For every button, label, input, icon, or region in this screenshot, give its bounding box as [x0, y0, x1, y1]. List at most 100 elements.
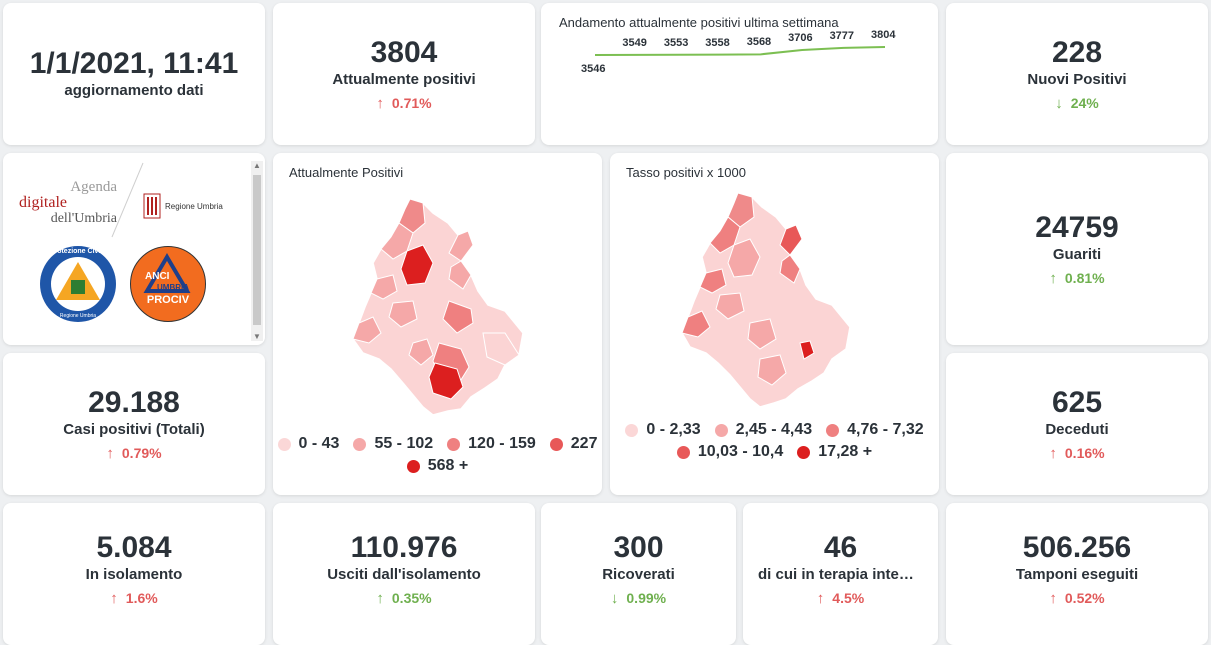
legend-item[interactable]: 55 - 102 [353, 435, 433, 453]
legend-item[interactable]: 568 + [406, 457, 469, 475]
legend-swatch [826, 423, 840, 437]
deceduti-label: Deceduti [1045, 420, 1109, 438]
terapia-change-value: 4.5% [832, 590, 865, 606]
totali-value: 29.188 [88, 385, 180, 419]
deceduti-change-value: 0.16% [1064, 445, 1105, 461]
trend-card: Andamento attualmente positivi ultima se… [541, 3, 938, 145]
usciti-label: Usciti dall'isolamento [327, 565, 481, 583]
prociv-text: PROCIV [146, 294, 190, 306]
legend-item[interactable]: 0 - 43 [277, 435, 339, 453]
legend-item[interactable]: 17,28 + [797, 443, 872, 461]
isolamento-change: ↑ 1.6% [110, 590, 157, 607]
map-positivi-legend: 0 - 43 55 - 102 120 - 159 227 568 + [273, 435, 602, 475]
legend-swatch [447, 437, 461, 451]
protezione-civile-text: Protezione Civile [49, 248, 107, 255]
tamponi-change: ↑ 0.52% [1049, 590, 1104, 607]
agenda-line3: dell'Umbria [50, 211, 117, 226]
deceduti-value: 625 [1051, 385, 1103, 419]
legend-label: 568 + [427, 457, 469, 474]
trend-title: Andamento attualmente positivi ultima se… [559, 15, 839, 30]
guariti-change: ↑ 0.81% [1049, 270, 1104, 287]
guariti-change-value: 0.81% [1064, 270, 1105, 286]
deceduti-card: 625 Deceduti ↑ 0.16% [946, 353, 1208, 495]
scroll-up-icon[interactable]: ▲ [253, 161, 261, 170]
agenda-digitale-logo: Agenda digitale dell'Umbria [17, 179, 117, 227]
legend-label: 10,03 - 10,4 [697, 443, 784, 460]
legend-item[interactable]: 227 [549, 435, 598, 453]
nuovi-value: 228 [1051, 35, 1103, 69]
arrow-up-icon: ↑ [1049, 444, 1057, 462]
trend-value-label: 3777 [829, 29, 855, 42]
map-positivi-card: Attualmente Positivi 0 - 43 55 - 102 120 -… [273, 153, 602, 495]
legend-swatch [277, 437, 291, 451]
arrow-up-icon: ↑ [376, 94, 384, 112]
protezione-civile-logo: Protezione Civile Regione Umbria [40, 246, 116, 322]
trend-value-label: 3558 [705, 36, 730, 49]
legend-swatch [714, 423, 728, 437]
trend-value-label: 3568 [746, 36, 772, 49]
legend-item[interactable]: 4,76 - 7,32 [826, 421, 924, 439]
deceduti-change: ↑ 0.16% [1049, 445, 1104, 462]
legend-label: 17,28 + [818, 443, 873, 460]
logo-divider [111, 162, 144, 238]
legend-item[interactable]: 10,03 - 10,4 [676, 443, 784, 461]
arrow-up-icon: ↑ [110, 589, 118, 607]
positivi-label: Attualmente positivi [332, 70, 476, 88]
legend-label: 55 - 102 [374, 435, 434, 452]
map-tasso-legend: 0 - 2,33 2,45 - 4,43 4,76 - 7,32 10,03 - 10… [610, 421, 939, 461]
scroll-down-icon[interactable]: ▼ [253, 332, 261, 341]
map-tasso-card: Tasso positivi x 1000 0 - 2,33 2,45 - 4,4… [610, 153, 939, 495]
arrow-up-icon: ↑ [1049, 589, 1057, 607]
regione-umbria-logo: Regione Umbria [143, 193, 223, 219]
anci-emblem-icon [143, 253, 191, 293]
trend-line [594, 46, 886, 56]
legend-item[interactable]: 2,45 - 4,43 [714, 421, 812, 439]
scrollbar-thumb[interactable] [253, 175, 261, 325]
legend-label: 4,76 - 7,32 [847, 421, 924, 438]
guariti-card: 24759 Guariti ↑ 0.81% [946, 153, 1208, 345]
trend-value-label: 3706 [788, 32, 813, 45]
tamponi-value: 506.256 [1022, 530, 1132, 564]
arrow-up-icon: ↑ [376, 589, 384, 607]
trend-value-label: 3553 [663, 36, 689, 49]
legend-swatch [676, 445, 690, 459]
ricoverati-value: 300 [613, 530, 664, 564]
positivi-card: 3804 Attualmente positivi ↑ 0.71% [273, 3, 535, 145]
logos-scrollbar[interactable]: ▲ ▼ [251, 161, 263, 341]
protezione-civile-emblem-icon [51, 257, 105, 311]
terapia-change: ↑ 4.5% [817, 590, 864, 607]
isolamento-change-value: 1.6% [125, 590, 158, 606]
legend-label: 120 - 159 [468, 435, 536, 452]
regione-emblem-icon [143, 193, 161, 219]
guariti-value: 24759 [1035, 210, 1119, 244]
nuovi-card: 228 Nuovi Positivi ↓ 24% [946, 3, 1208, 145]
terapia-card: 46 di cui in terapia intensiva ↑ 4.5% [743, 503, 938, 645]
ricoverati-label: Ricoverati [602, 565, 675, 583]
positivi-change-value: 0.71% [391, 95, 432, 111]
terapia-value: 46 [823, 530, 858, 564]
terapia-label: di cui in terapia intensiva [758, 565, 923, 583]
umbria-map-positivi[interactable] [273, 183, 602, 453]
tamponi-label: Tamponi eseguiti [1015, 565, 1139, 583]
usciti-change-value: 0.35% [391, 590, 432, 606]
ricoverati-change: ↓ 0.99% [611, 590, 666, 607]
legend-item[interactable]: 0 - 2,33 [625, 421, 701, 439]
positivi-change: ↑ 0.71% [376, 95, 431, 112]
trend-sparkline [594, 46, 886, 56]
map-positivi-title: Attualmente Positivi [289, 165, 404, 180]
legend-label: 227 [570, 435, 598, 452]
legend-swatch [353, 437, 367, 451]
arrow-up-icon: ↑ [1049, 269, 1057, 287]
tamponi-card: 506.256 Tamponi eseguiti ↑ 0.52% [946, 503, 1208, 645]
legend-swatch [797, 445, 811, 459]
umbria-map-tasso[interactable] [610, 183, 939, 413]
nuovi-label: Nuovi Positivi [1027, 70, 1127, 88]
usciti-value: 110.976 [350, 530, 458, 564]
legend-item[interactable]: 120 - 159 [447, 435, 536, 453]
legend-swatch [549, 437, 563, 451]
legend-swatch [625, 423, 639, 437]
guariti-label: Guariti [1052, 245, 1102, 263]
arrow-down-icon: ↓ [610, 589, 619, 607]
totali-card: 29.188 Casi positivi (Totali) ↑ 0.79% [3, 353, 265, 495]
update-card: 1/1/2021, 11:41 aggiornamento dati [3, 3, 265, 145]
